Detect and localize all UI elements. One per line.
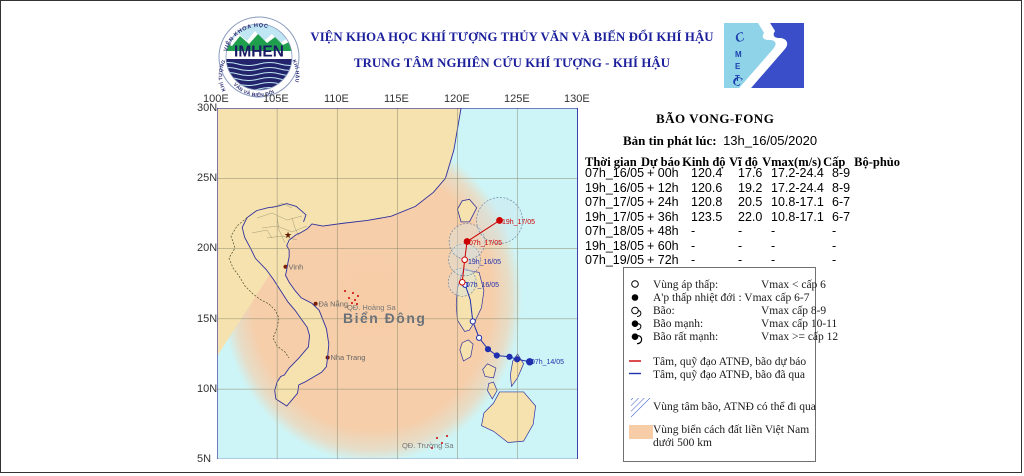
svg-text:QĐ. Trường Sa: QĐ. Trường Sa [402,441,454,450]
svg-text:19h_17/05: 19h_17/05 [502,219,535,226]
svg-text:Vinh: Vinh [288,262,303,271]
svg-text:Biển Đông: Biển Đông [343,310,426,326]
svg-text:M: M [735,50,742,59]
svg-text:E: E [735,62,741,71]
svg-text:07h_16/05: 07h_16/05 [466,282,499,289]
svg-text:07h_14/05: 07h_14/05 [531,359,564,366]
svg-text:IMHEN: IMHEN [234,44,284,61]
svg-text:Đà Nẵng: Đà Nẵng [318,299,348,308]
svg-text:Nha Trang: Nha Trang [330,353,365,362]
svg-text:19h_16/05: 19h_16/05 [468,259,501,266]
svg-text:07h_17/05: 07h_17/05 [469,240,502,247]
